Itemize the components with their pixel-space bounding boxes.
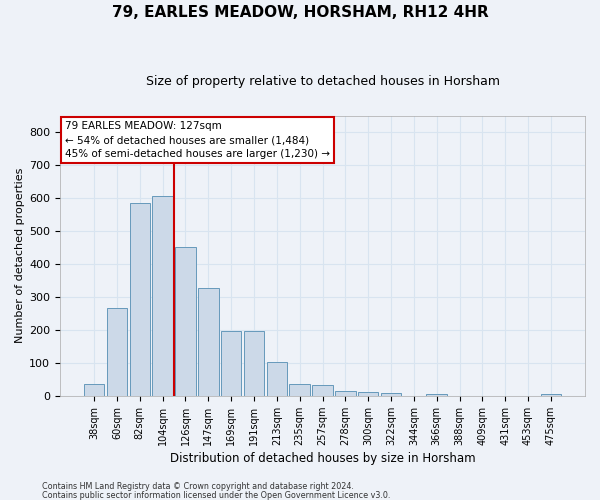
Text: 79, EARLES MEADOW, HORSHAM, RH12 4HR: 79, EARLES MEADOW, HORSHAM, RH12 4HR [112,5,488,20]
Title: Size of property relative to detached houses in Horsham: Size of property relative to detached ho… [146,75,500,88]
Bar [152,196,173,396]
Bar [198,288,218,396]
Bar [221,331,241,396]
Bar [541,394,561,396]
Bar [335,390,356,396]
Bar [107,308,127,396]
X-axis label: Distribution of detached houses by size in Horsham: Distribution of detached houses by size … [170,452,475,465]
Bar [130,203,150,396]
Text: Contains public sector information licensed under the Open Government Licence v3: Contains public sector information licen… [42,490,391,500]
Bar [381,392,401,396]
Bar [175,248,196,396]
Bar [244,331,264,396]
Y-axis label: Number of detached properties: Number of detached properties [15,168,25,344]
Bar [427,394,447,396]
Text: 79 EARLES MEADOW: 127sqm
← 54% of detached houses are smaller (1,484)
45% of sem: 79 EARLES MEADOW: 127sqm ← 54% of detach… [65,121,330,159]
Bar [84,384,104,396]
Bar [266,362,287,396]
Bar [312,385,333,396]
Text: Contains HM Land Registry data © Crown copyright and database right 2024.: Contains HM Land Registry data © Crown c… [42,482,354,491]
Bar [289,384,310,396]
Bar [358,392,379,396]
